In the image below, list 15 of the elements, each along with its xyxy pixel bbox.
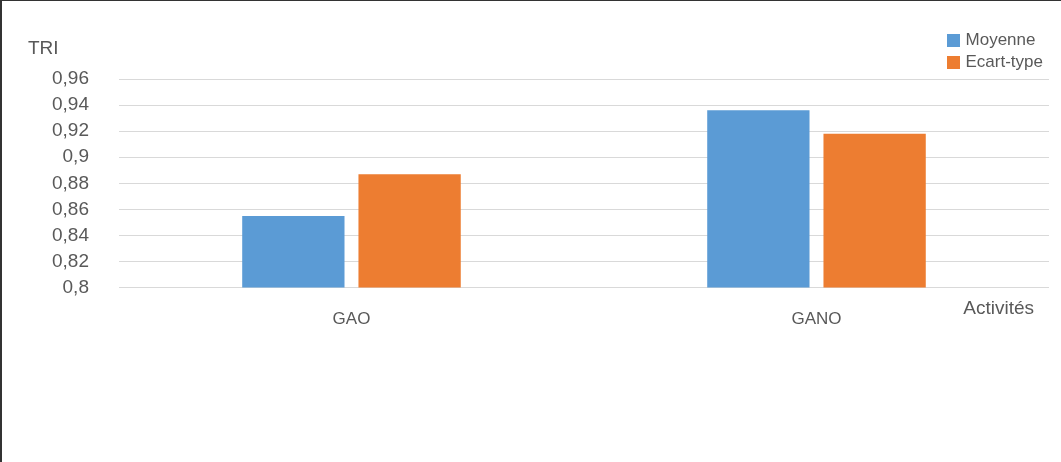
y-tick-label: 0,96 [52, 67, 89, 89]
y-tick-label: 0,82 [52, 249, 89, 271]
legend-label: Ecart-type [965, 51, 1043, 73]
x-axis-title: Activités [963, 297, 1034, 319]
x-tick-label: GAO [332, 309, 371, 329]
y-tick-label: 0,94 [52, 93, 90, 115]
y-tick-label: 0,86 [52, 197, 89, 219]
y-tick-label: 0,92 [52, 119, 89, 141]
y-tick-label: 0,84 [52, 223, 90, 245]
x-tick-label: GANO [791, 309, 842, 329]
y-tick-label: 0,88 [52, 171, 89, 193]
y-axis-title: TRI [28, 37, 59, 59]
y-tick-label: 0,8 [62, 275, 89, 297]
legend-label: Moyenne [965, 29, 1036, 51]
y-tick-label: 0,9 [62, 145, 89, 167]
